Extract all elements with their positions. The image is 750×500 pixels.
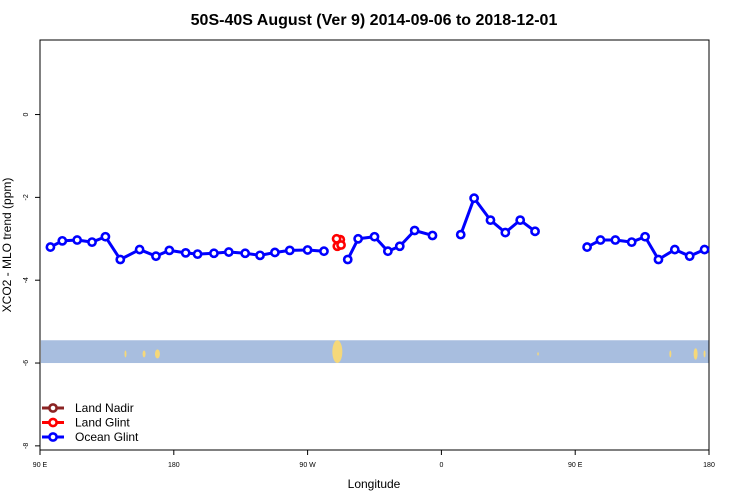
ocean-glint-point bbox=[455, 229, 466, 240]
ocean-glint-point bbox=[302, 245, 313, 255]
x-tick-label: 90 E bbox=[33, 462, 48, 469]
ocean-glint-point bbox=[45, 242, 56, 252]
land-glint-point bbox=[336, 240, 346, 250]
ocean-glint-point bbox=[595, 235, 606, 245]
chart-title: 50S-40S August (Ver 9) 2014-09-06 to 201… bbox=[191, 12, 558, 29]
ocean-glint-point bbox=[255, 250, 265, 261]
legend-swatch-marker bbox=[48, 432, 58, 442]
ocean-glint-point bbox=[515, 215, 526, 226]
ocean-glint-point bbox=[469, 193, 480, 204]
land-patch bbox=[669, 350, 672, 358]
x-tick-label: 180 bbox=[703, 462, 715, 469]
y-axis-label: XCO2 - MLO trend (ppm) bbox=[0, 178, 14, 313]
series-layer bbox=[45, 193, 710, 265]
ocean-glint-point bbox=[653, 254, 664, 265]
y-tick-label: -6 bbox=[23, 360, 30, 366]
ocean-glint-point bbox=[192, 249, 203, 260]
ocean-glint-point bbox=[134, 244, 145, 255]
ocean-glint-point bbox=[319, 246, 329, 257]
legend-label: Ocean Glint bbox=[75, 430, 139, 444]
land-patch bbox=[332, 340, 343, 364]
ocean-glint-point bbox=[427, 230, 438, 241]
x-axis-label: Longitude bbox=[348, 477, 401, 491]
ocean-glint-point bbox=[500, 227, 511, 238]
land-map-band bbox=[41, 340, 709, 364]
ocean-glint-point bbox=[57, 235, 68, 246]
y-tick-label: -8 bbox=[23, 443, 30, 449]
ocean-glint-line bbox=[459, 196, 536, 236]
ocean-glint-point bbox=[72, 235, 83, 245]
ocean-glint-point bbox=[284, 245, 295, 256]
x-tick-label: 90 W bbox=[299, 462, 316, 469]
ocean-glint-point bbox=[100, 231, 111, 242]
land-patch bbox=[703, 350, 706, 358]
ocean-glint-point bbox=[626, 237, 637, 248]
x-tick-label: 180 bbox=[168, 462, 180, 469]
ocean-glint-point bbox=[115, 254, 126, 265]
ocean-glint-point bbox=[151, 251, 161, 262]
ocean-glint-point bbox=[87, 237, 97, 248]
ocean-band bbox=[41, 340, 709, 364]
ocean-glint-point bbox=[684, 251, 695, 262]
land-patch bbox=[693, 348, 698, 360]
land-patch bbox=[537, 352, 539, 356]
ocean-glint-point bbox=[269, 247, 280, 258]
y-tick-label: 0 bbox=[23, 112, 30, 116]
ocean-glint-point bbox=[180, 247, 191, 258]
ocean-glint-point bbox=[164, 245, 175, 256]
land-patch bbox=[124, 350, 127, 358]
land-glint-point bbox=[331, 233, 342, 244]
legend-label: Land Glint bbox=[75, 416, 130, 430]
y-tick-label: -2 bbox=[23, 194, 30, 200]
x-tick-label: 90 E bbox=[568, 462, 583, 469]
ocean-glint-point bbox=[485, 215, 496, 226]
ocean-glint-point bbox=[240, 248, 251, 259]
legend-label: Land Nadir bbox=[75, 401, 134, 415]
y-tick-label: -4 bbox=[23, 277, 30, 283]
ocean-glint-point bbox=[223, 247, 234, 257]
ocean-glint-point bbox=[353, 233, 364, 244]
ocean-glint-point bbox=[582, 242, 592, 252]
ocean-glint-point bbox=[394, 241, 405, 252]
legend-swatch-marker bbox=[48, 403, 58, 413]
ocean-glint-point bbox=[669, 244, 680, 255]
ocean-glint-point bbox=[640, 231, 650, 242]
x-tick-label: 0 bbox=[439, 462, 443, 469]
ocean-glint-point bbox=[530, 226, 540, 237]
ocean-glint-point bbox=[369, 231, 380, 242]
land-patch bbox=[142, 350, 146, 358]
axis-ticks: 90 E 180 90 W 0 90 E 180 0 -2 -4 -6 -8 bbox=[23, 112, 715, 469]
ocean-glint-point bbox=[342, 254, 353, 265]
plot-frame bbox=[39, 39, 710, 451]
ocean-glint-point bbox=[610, 235, 621, 245]
legend-swatch-marker bbox=[48, 417, 58, 428]
land-patch bbox=[154, 349, 160, 359]
ocean-glint-point bbox=[209, 248, 219, 259]
ocean-glint-point bbox=[699, 244, 710, 255]
ocean-glint-point bbox=[382, 246, 393, 257]
ocean-glint-point bbox=[409, 225, 420, 236]
